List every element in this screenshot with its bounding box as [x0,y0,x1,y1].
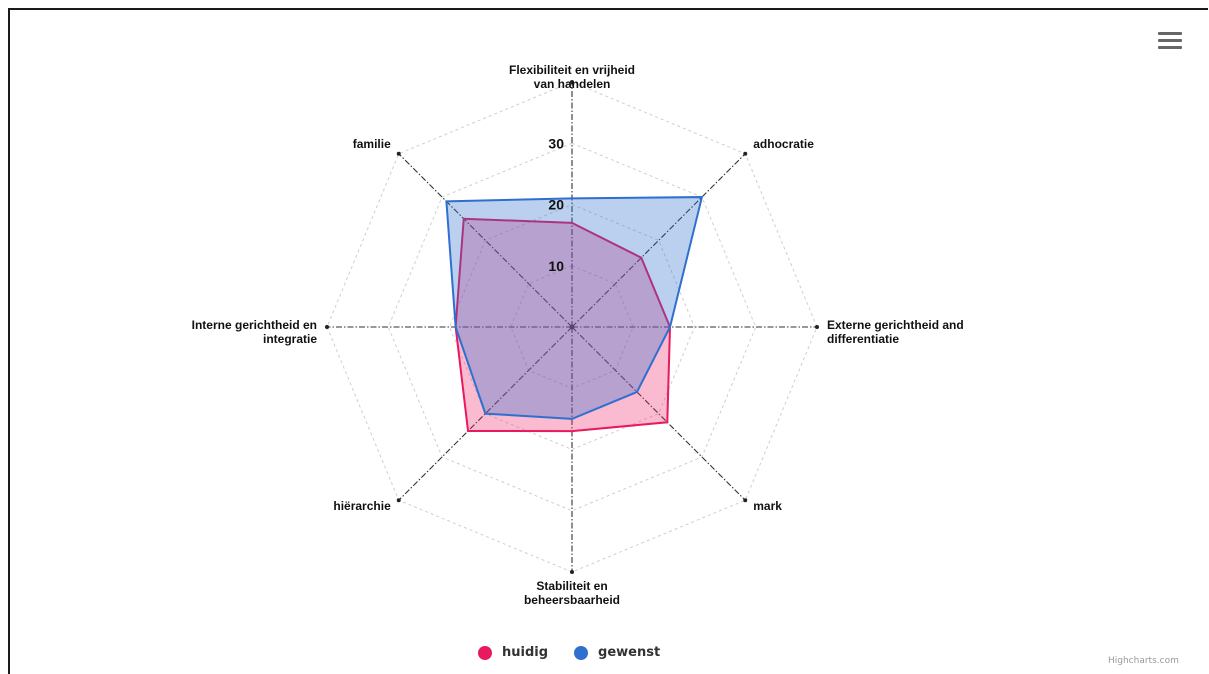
axis-label: differentiatie [827,332,899,346]
legend-item-gewenst[interactable]: gewenst [574,645,660,660]
axis-label: mark [753,499,782,513]
legend-marker-huidig [478,646,492,660]
axis-label: Interne gerichtheid en [192,318,317,332]
axis-label: Flexibiliteit en vrijheid [509,63,635,77]
menu-bar [1158,46,1182,49]
credits-link[interactable]: Highcharts.com [1108,656,1179,666]
axis-label: Externe gerichtheid and [827,318,964,332]
series-layer [446,197,702,431]
legend-item-huidig[interactable]: huidig [478,645,548,660]
legend-label-gewenst: gewenst [598,645,660,660]
axis-label: van handelen [534,77,611,91]
axis-label: adhocratie [753,137,814,151]
legend: huidig gewenst [478,645,660,660]
menu-bar [1158,39,1182,42]
axis-label: familie [353,137,391,151]
axis-label: integratie [263,332,317,346]
legend-label-huidig: huidig [502,645,548,660]
legend-marker-gewenst [574,646,588,660]
axis-end-dot [743,498,747,502]
radial-tick-label: 10 [548,258,564,274]
menu-bar [1158,32,1182,35]
radial-tick-label: 30 [548,135,564,151]
chart-menu-button[interactable] [1158,32,1182,50]
axis-end-dot [325,325,329,329]
axis-label: hiërarchie [333,499,391,513]
axis-end-dot [743,152,747,156]
axis-end-dot [570,570,574,574]
axis-end-dot [397,498,401,502]
axis-end-dot [397,152,401,156]
radial-tick-label: 20 [548,197,564,213]
axis-label: Stabiliteit en [536,579,607,593]
axis-label: beheersbaarheid [524,593,620,607]
axis-end-dot [815,325,819,329]
